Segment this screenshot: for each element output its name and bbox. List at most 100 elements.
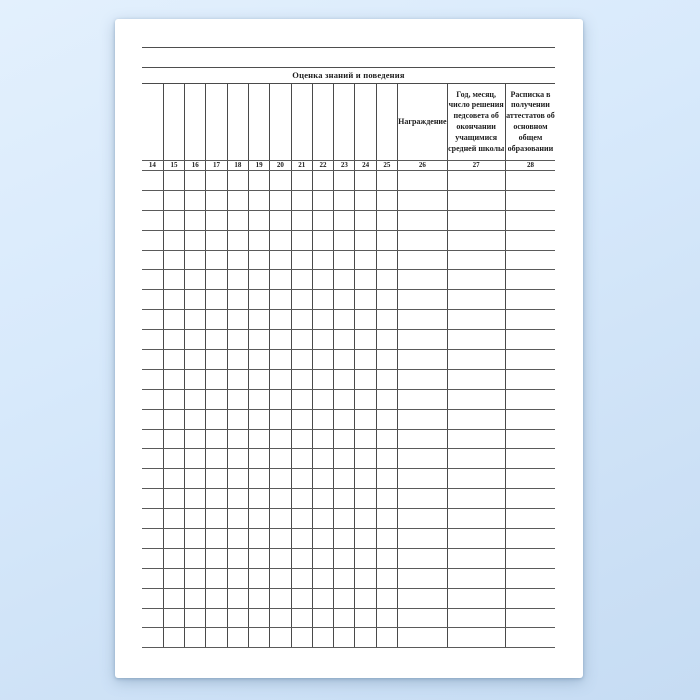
grid-cell: [505, 568, 556, 589]
column-22-header-empty: [312, 83, 335, 161]
grid-cell: [248, 608, 271, 629]
grid-cell: [376, 627, 399, 649]
grid-cell: [205, 349, 228, 370]
table-row: [142, 329, 556, 351]
grid-cell: [447, 190, 506, 211]
grid-cell: [163, 588, 186, 609]
grid-cell: [184, 608, 207, 629]
grid-cell: [205, 250, 228, 271]
grid-cell: [142, 568, 164, 589]
grid-cell: [505, 269, 556, 291]
grid-cell: [333, 548, 356, 569]
column-number-25: 25: [376, 160, 399, 171]
grid-cell: [397, 429, 448, 450]
column-number-20: 20: [269, 160, 292, 171]
grid-cell: [376, 369, 399, 390]
grid-cell: [227, 448, 249, 470]
grid-cell: [205, 588, 228, 609]
grid-cell: [269, 548, 292, 569]
grid-cell: [163, 508, 186, 530]
grid-cell: [312, 369, 335, 390]
grid-cell: [248, 588, 271, 609]
grid-cell: [397, 588, 448, 609]
grid-cell: [354, 488, 377, 510]
table-row: [142, 488, 556, 510]
table-row: [142, 369, 556, 390]
grid-cell: [312, 588, 335, 609]
grid-cell: [142, 210, 164, 231]
grid-cell: [291, 568, 313, 589]
grid-cell: [227, 588, 249, 609]
grid-cell: [269, 608, 292, 629]
grid-cell: [142, 349, 164, 370]
grid-cell: [248, 369, 271, 390]
grid-cell: [397, 568, 448, 589]
grid-cell: [163, 210, 186, 231]
grid-cell: [205, 429, 228, 450]
blank-write-in-line-2: [142, 67, 555, 68]
grid-cell: [142, 309, 164, 331]
grid-cell: [376, 250, 399, 271]
grid-cell: [227, 627, 249, 649]
column-number-18: 18: [227, 160, 249, 171]
table-row: [142, 568, 556, 589]
grid-cell: [248, 309, 271, 331]
grid-cell: [505, 289, 556, 311]
grid-cell: [333, 468, 356, 490]
grid-cell: [312, 170, 335, 191]
grid-cell: [447, 230, 506, 251]
grid-cell: [291, 548, 313, 569]
grid-cell: [291, 448, 313, 470]
grid-cell: [142, 369, 164, 390]
grid-cell: [505, 210, 556, 231]
grid-cell: [227, 608, 249, 629]
grid-cell: [142, 389, 164, 410]
grid-cell: [248, 170, 271, 191]
grid-cell: [447, 448, 506, 470]
grid-cell: [397, 210, 448, 231]
grid-cell: [269, 250, 292, 271]
grid-cell: [142, 548, 164, 569]
grid-cell: [227, 329, 249, 351]
grid-cell: [312, 269, 335, 291]
grid-cell: [163, 568, 186, 589]
grid-cell: [376, 548, 399, 569]
grid-cell: [184, 548, 207, 569]
column-20-header-empty: [269, 83, 292, 161]
grid-cell: [376, 230, 399, 251]
grid-cell: [163, 528, 186, 549]
grid-cell: [142, 170, 164, 191]
grid-cell: [397, 309, 448, 331]
blank-write-in-line-1: [142, 47, 555, 48]
grid-cell: [505, 329, 556, 351]
grid-cell: [354, 409, 377, 430]
grid-cell: [505, 528, 556, 549]
grid-cell: [447, 369, 506, 390]
grid-cell: [142, 528, 164, 549]
grid-cell: [312, 289, 335, 311]
grid-cell: [505, 627, 556, 649]
grid-cell: [248, 627, 271, 649]
column-16-header-empty: [184, 83, 207, 161]
grid-cell: [447, 568, 506, 589]
grid-cell: [376, 170, 399, 191]
grid-cell: [248, 548, 271, 569]
grid-cell: [205, 528, 228, 549]
grid-cell: [227, 568, 249, 589]
grid-cell: [184, 468, 207, 490]
grid-cell: [205, 488, 228, 510]
grid-cell: [333, 448, 356, 470]
grid-cell: [142, 448, 164, 470]
grid-cell: [333, 210, 356, 231]
column-number-15: 15: [163, 160, 186, 171]
grid-cell: [312, 190, 335, 211]
grid-cell: [291, 170, 313, 191]
grid-cell: [376, 608, 399, 629]
table-row: [142, 389, 556, 410]
grid-cell: [354, 528, 377, 549]
grid-cell: [333, 369, 356, 390]
grid-cell: [163, 409, 186, 430]
grid-cell: [269, 468, 292, 490]
grid-cell: [205, 230, 228, 251]
grid-cell: [291, 210, 313, 231]
